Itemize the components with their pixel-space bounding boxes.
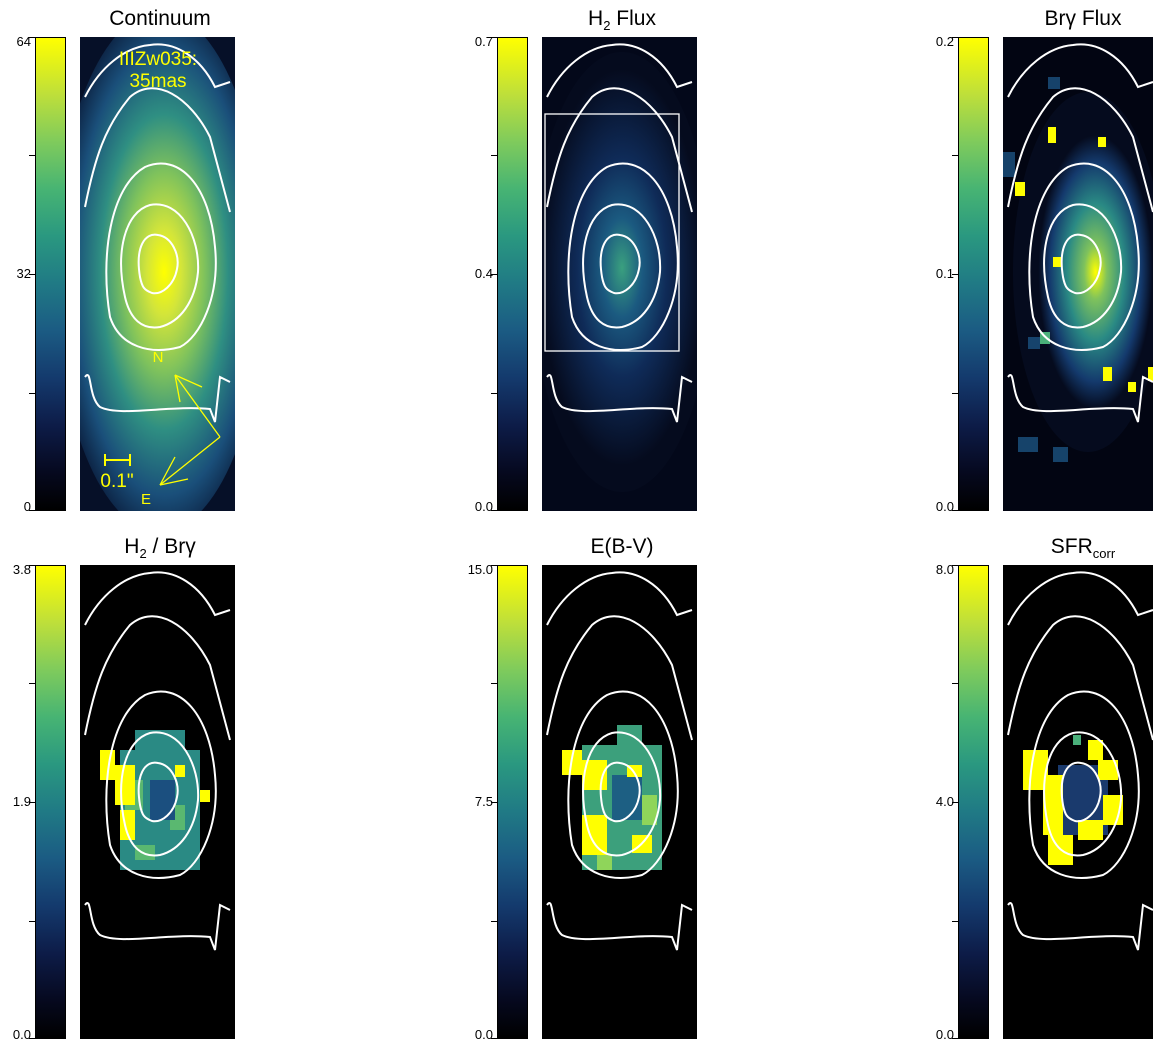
colorbar-tick [491,565,497,566]
panel-title: H2 / Brγ [124,535,196,562]
colorbar-tick [952,155,958,156]
colorbar-tick [952,1038,958,1039]
colorbar-tick [29,683,35,684]
north-label: N [153,349,164,366]
colorbar-tick [491,393,497,394]
object-name-label: IIIZw035: [119,49,197,70]
cbar-min-label: 0.0 [12,1027,31,1042]
brg-flux-map [1003,37,1153,511]
colorbar-tick [29,1038,35,1039]
panel-title: Brγ Flux [1044,7,1122,30]
colorbar-tick [491,510,497,511]
cbar-max-label: 64 [16,34,31,49]
colorbar-tick [952,683,958,684]
colorbar-tick [29,155,35,156]
zoom-box [544,113,680,352]
scale-bar [104,454,131,466]
ebv-map [542,565,697,1039]
panel-title: Continuum [109,7,211,30]
colorbar-tick [952,393,958,394]
colorbar-tick [491,274,497,275]
cbar-min-label: 0.0 [935,499,954,514]
panel-title: E(B-V) [590,535,654,558]
panel-h2-brg-ratio: H2 / Brγ 3.8 1.9 0.0 [13,535,235,1042]
colorbar [497,37,528,511]
colorbar-tick [29,393,35,394]
colorbar-tick [952,274,958,275]
colorbar-tick [29,921,35,922]
cbar-max-label: 8.0 [935,562,954,577]
cbar-mid-label: 0.1 [935,266,954,281]
colorbar [35,565,66,1039]
sfr-corr-map [1003,565,1153,1039]
colorbar [497,565,528,1039]
continuum-map: IIIZw035: 35mas N E 0.1" [80,37,235,511]
panel-ebv: E(B-V) 15.0 7.5 0.0 [468,535,697,1042]
panel-brg-flux: Brγ Flux 0.2 0.1 0.0 [936,7,1153,514]
cbar-max-label: 15.0 [467,562,493,577]
cbar-min-label: 0 [23,499,31,514]
colorbar-tick [952,510,958,511]
colorbar [958,37,989,511]
colorbar-tick [952,802,958,803]
panel-continuum: Continuum 64 32 0 [17,7,235,514]
panel-title: H2 Flux [588,7,656,34]
resolution-label: 35mas [129,71,186,92]
panel-sfr-corr: SFRcorr 8.0 4.0 0.0 [936,535,1153,1042]
colorbar-tick [952,37,958,38]
panel-title: SFRcorr [1050,535,1116,562]
east-label: E [141,491,151,508]
cbar-max-label: 3.8 [12,562,31,577]
colorbar [958,565,989,1039]
compass-arrows [159,374,221,486]
colorbar [35,37,66,511]
cbar-min-label: 0.0 [474,1027,493,1042]
colorbar-tick [29,802,35,803]
colorbar-tick [952,921,958,922]
h2-brg-ratio-map [80,565,235,1039]
colorbar-tick [952,565,958,566]
colorbar-tick [491,683,497,684]
colorbar-tick [491,1038,497,1039]
scale-label: 0.1" [100,471,133,492]
panel-h2-flux: H2 Flux 0.7 0.4 0.0 [475,7,697,514]
colorbar-tick [29,565,35,566]
colorbar-tick [491,802,497,803]
colorbar-tick [491,155,497,156]
colorbar-tick [29,37,35,38]
cbar-max-label: 0.7 [474,34,493,49]
cbar-mid-label: 4.0 [935,794,954,809]
colorbar-tick [29,274,35,275]
cbar-mid-label: 32 [16,266,31,281]
cbar-min-label: 0.0 [935,1027,954,1042]
cbar-mid-label: 1.9 [12,794,31,809]
colorbar-tick [491,921,497,922]
colorbar-tick [491,37,497,38]
cbar-max-label: 0.2 [935,34,954,49]
cbar-mid-label: 0.4 [474,266,493,281]
cbar-min-label: 0.0 [474,499,493,514]
colorbar-tick [29,510,35,511]
cbar-mid-label: 7.5 [474,794,493,809]
h2-flux-map [542,37,697,511]
